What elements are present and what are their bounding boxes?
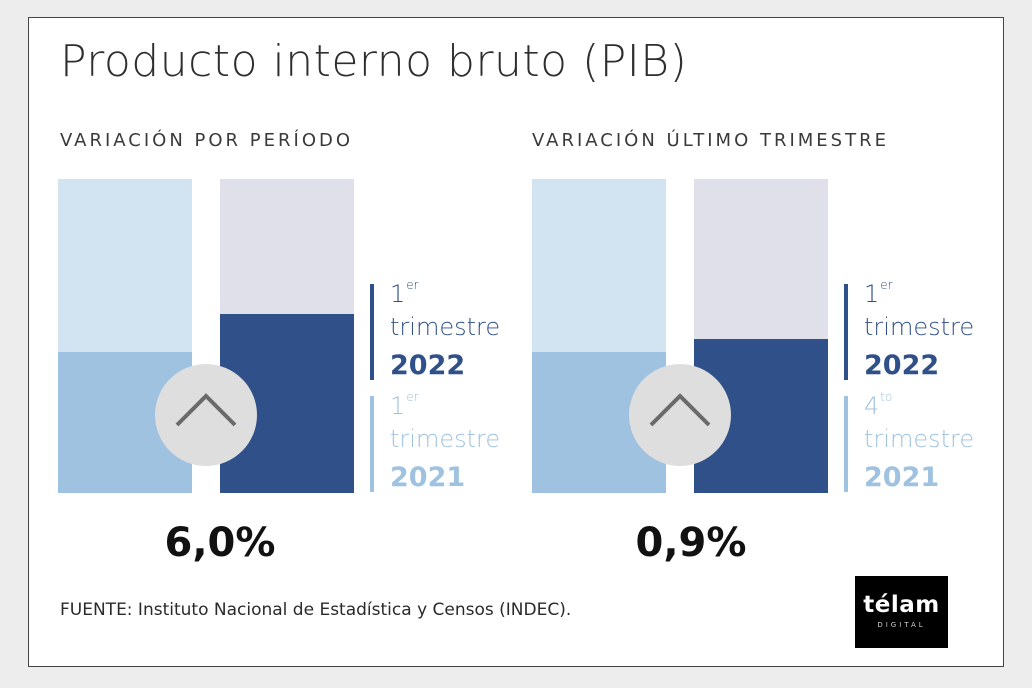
legend-year: 2022	[864, 350, 940, 381]
increase-chevron-icon	[629, 364, 731, 466]
legend-ordinal: 4to	[864, 390, 893, 420]
legend-year: 2022	[390, 350, 466, 381]
legend-line-dark	[370, 284, 374, 380]
panel-2-label: VARIACIÓN ÚLTIMO TRIMESTRE	[532, 130, 889, 151]
legend-word: trimestre	[864, 313, 975, 341]
infographic-card: Producto interno bruto (PIB) VARIACIÓN P…	[28, 17, 1004, 667]
source-note: FUENTE: Instituto Nacional de Estadístic…	[60, 600, 572, 620]
legend-year: 2021	[390, 462, 466, 493]
legend-ordinal: 1er	[864, 278, 893, 308]
legend-word: trimestre	[864, 425, 975, 453]
bar-1er-trimestre-2022	[220, 179, 354, 493]
legend-word: trimestre	[390, 313, 501, 341]
legend-word: trimestre	[390, 425, 501, 453]
legend-year: 2021	[864, 462, 940, 493]
panel-1-percentage: 6,0%	[164, 520, 276, 566]
legend-ordinal: 1er	[390, 278, 419, 308]
logo-sub: DIGITAL	[877, 621, 926, 629]
legend-line-light	[844, 396, 848, 492]
page-title: Producto interno bruto (PIB)	[60, 36, 688, 87]
legend-line-light	[370, 396, 374, 492]
increase-chevron-icon	[155, 364, 257, 466]
legend-line-dark	[844, 284, 848, 380]
logo-brand: télam	[863, 592, 940, 618]
bar-4to-trimestre-2021	[532, 179, 666, 493]
legend-ordinal: 1er	[390, 390, 419, 420]
panel-2-percentage: 0,9%	[635, 520, 747, 566]
telam-logo: télam DIGITAL	[855, 576, 948, 648]
panel-1-label: VARIACIÓN POR PERÍODO	[60, 130, 354, 151]
